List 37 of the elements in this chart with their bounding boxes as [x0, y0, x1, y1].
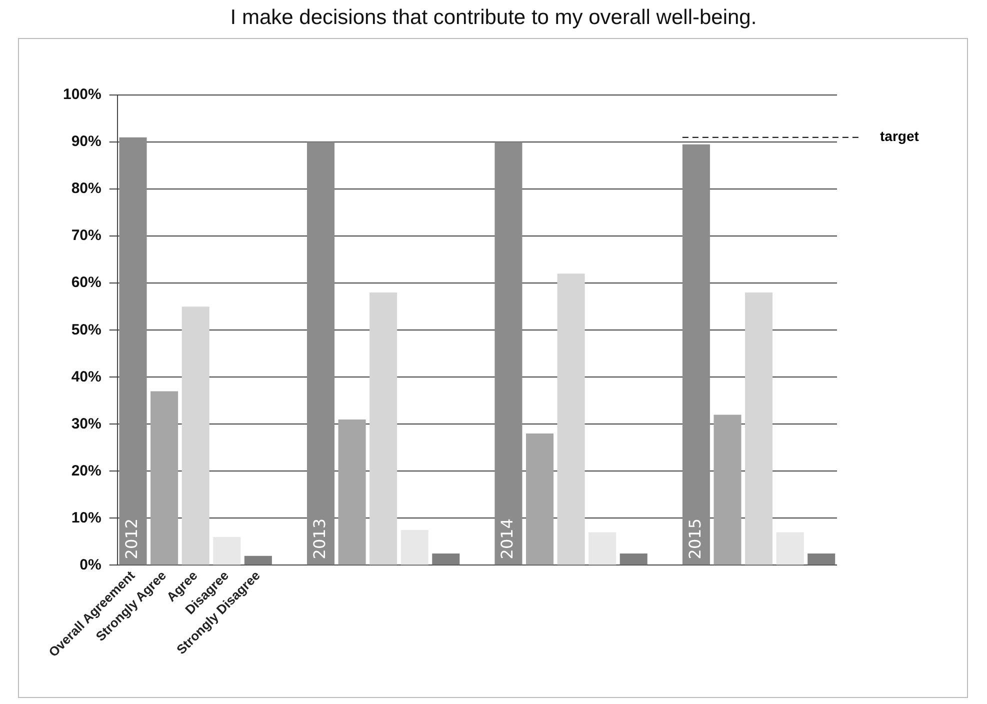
y-tick-label: 90% — [71, 133, 102, 150]
y-tick-label: 70% — [71, 227, 102, 244]
bar — [244, 556, 272, 565]
y-tick-label: 20% — [71, 462, 102, 480]
annotation: 2012 — [122, 518, 142, 560]
y-tick-label: 80% — [71, 180, 102, 198]
bar — [213, 537, 241, 565]
bar — [526, 434, 554, 565]
y-tick-label: 50% — [71, 321, 102, 338]
bar — [494, 142, 522, 565]
bar — [776, 532, 804, 565]
bar — [620, 553, 648, 565]
bar — [400, 530, 428, 565]
annotation: 2014 — [498, 518, 517, 560]
y-tick-label: 60% — [71, 274, 102, 292]
y-tick-label: 0% — [80, 556, 102, 574]
y-tick-label: 40% — [71, 368, 102, 386]
bar — [338, 419, 366, 565]
bar — [182, 306, 210, 565]
y-tick-label: 30% — [71, 415, 102, 432]
bar — [714, 414, 742, 565]
bar — [432, 553, 460, 565]
y-tick-label: 100% — [62, 86, 102, 104]
chart-title: I make decisions that contribute to my overall well-being. — [229, 6, 758, 30]
annotation: 2013 — [310, 518, 329, 560]
annotation: 2015 — [685, 518, 704, 560]
bar — [306, 142, 335, 565]
bar — [370, 292, 398, 565]
bar — [808, 553, 836, 565]
y-tick-label: 10% — [71, 509, 102, 526]
ref-line-label: target — [880, 128, 920, 144]
bar — [150, 391, 178, 565]
bar — [557, 274, 585, 565]
bar — [682, 144, 710, 565]
bar — [745, 292, 773, 565]
bar — [588, 532, 616, 565]
bar — [119, 137, 147, 565]
